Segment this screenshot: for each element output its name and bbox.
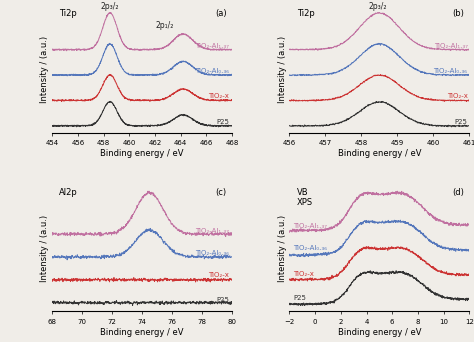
Text: 2p₃/₂: 2p₃/₂ xyxy=(368,2,387,11)
Text: Ti2p: Ti2p xyxy=(297,9,314,18)
Text: P25: P25 xyxy=(293,295,306,301)
Text: TiO₂-Al₁.₃₇: TiO₂-Al₁.₃₇ xyxy=(195,228,229,234)
Text: TiO₂-x: TiO₂-x xyxy=(293,271,314,277)
Text: 2p₃/₂: 2p₃/₂ xyxy=(100,2,119,11)
Text: P25: P25 xyxy=(455,119,467,125)
Text: P25: P25 xyxy=(216,297,229,303)
Y-axis label: Intensity / (a.u.): Intensity / (a.u.) xyxy=(40,36,49,103)
Text: (a): (a) xyxy=(215,9,227,18)
Text: Ti2p: Ti2p xyxy=(59,9,77,18)
X-axis label: Binding energy / eV: Binding energy / eV xyxy=(100,149,184,158)
Text: TiO₂-Al₀.₃₆: TiO₂-Al₀.₃₆ xyxy=(195,250,229,256)
Y-axis label: Intensity / (a.u.): Intensity / (a.u.) xyxy=(278,215,287,282)
Text: TiO₂-Al₁.₃₇: TiO₂-Al₁.₃₇ xyxy=(434,42,467,49)
Text: TiO₂-x: TiO₂-x xyxy=(209,93,229,99)
Text: (d): (d) xyxy=(452,188,464,197)
Text: (c): (c) xyxy=(215,188,227,197)
Text: 2p₁/₂: 2p₁/₂ xyxy=(156,21,174,30)
X-axis label: Binding energy / eV: Binding energy / eV xyxy=(100,328,184,337)
Text: VB
XPS: VB XPS xyxy=(297,188,313,207)
Text: TiO₂-Al₀.₃₆: TiO₂-Al₀.₃₆ xyxy=(195,68,229,74)
Text: TiO₂-x: TiO₂-x xyxy=(447,93,467,99)
Text: (b): (b) xyxy=(452,9,464,18)
Text: TiO₂-Al₁.₃₇: TiO₂-Al₁.₃₇ xyxy=(195,43,229,49)
Y-axis label: Intensity / (a.u.): Intensity / (a.u.) xyxy=(40,215,49,282)
Text: Al2p: Al2p xyxy=(59,188,78,197)
X-axis label: Binding energy / eV: Binding energy / eV xyxy=(337,328,421,337)
Text: TiO₂-x: TiO₂-x xyxy=(208,272,229,278)
Text: TiO₂-Al₀.₃₆: TiO₂-Al₀.₃₆ xyxy=(433,68,467,74)
Text: P25: P25 xyxy=(217,119,229,124)
X-axis label: Binding energy / eV: Binding energy / eV xyxy=(337,149,421,158)
Y-axis label: Intensity / (a.u.): Intensity / (a.u.) xyxy=(278,36,287,103)
Text: TiO₂-Al₁.₃₇: TiO₂-Al₁.₃₇ xyxy=(293,223,327,229)
Text: TiO₂-Al₀.₃₆: TiO₂-Al₀.₃₆ xyxy=(293,245,328,251)
